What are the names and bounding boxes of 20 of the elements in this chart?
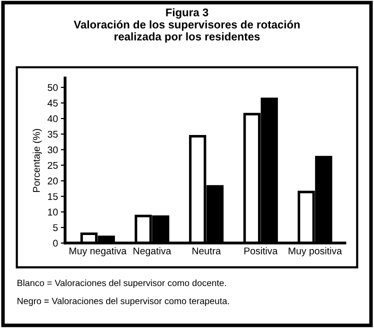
y-tick-label: 25 [48, 162, 58, 169]
y-tick-label: 45 [48, 100, 58, 107]
y-tick-label: 10 [48, 208, 58, 216]
x-tick-label: Negativa [134, 247, 172, 256]
y-tick-label: 35 [48, 130, 58, 138]
text: Negro = Valoraciones del supervisor como terapeuta. [18, 298, 229, 306]
y-tick-label: 30 [48, 146, 58, 154]
text: Blanco = Valoraciones del supervisor como docente. [18, 280, 226, 288]
chart-title: Figura 3 Valoración de los supervisores de rotación realizada por los residentes [74, 8, 300, 43]
x-tick-label: Muy positiva [288, 247, 342, 256]
y-tick-label: 15 [48, 193, 58, 200]
y-tick-label: 50 [48, 84, 58, 92]
y-tick-label: 5 [53, 224, 58, 232]
x-tick-label: Muy negativa [70, 247, 127, 256]
y-axis-title: Porcentaje (%) [32, 129, 42, 192]
x-tick-label: Positiva [244, 247, 278, 254]
x-tick-label: Neutra [192, 248, 221, 254]
y-tick-label: 20 [48, 178, 58, 184]
y-tick-label: 40 [48, 115, 58, 122]
y-tick-label: 0 [53, 240, 58, 247]
